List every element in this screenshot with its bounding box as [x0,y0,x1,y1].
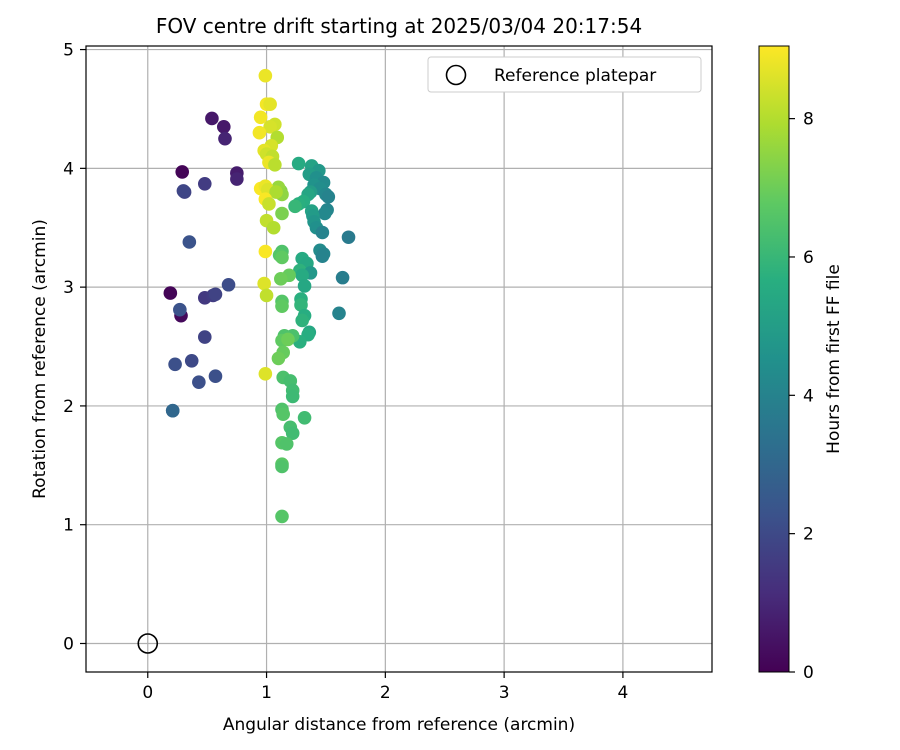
data-point [218,131,232,146]
scatter-points [163,68,356,524]
data-point [165,403,180,418]
data-point [168,357,182,372]
data-point [176,184,191,198]
reference-marker-group [137,633,159,654]
colorbar-tick-label: 6 [803,248,814,268]
data-point [208,287,223,302]
data-point [216,119,231,134]
data-point [208,369,223,384]
data-point [173,302,187,317]
y-tick-label: 2 [63,397,74,417]
data-point [288,199,302,214]
data-point [297,410,312,425]
y-axis-label: Rotation from reference (arcmin) [30,219,50,499]
data-point [263,119,277,134]
data-point [315,249,330,264]
legend-entry-label: Reference platepar [494,66,656,86]
data-point [279,437,294,451]
y-tick-label: 0 [63,634,74,654]
colorbar-tick-label: 0 [803,663,814,683]
data-point [275,250,289,265]
data-point [230,172,244,186]
y-axis-ticks: 0 1 2 3 4 5 [63,41,86,654]
data-point [253,110,268,125]
data-point [317,206,332,221]
data-point [275,206,289,221]
x-tick-label: 3 [499,683,510,703]
chart-title: FOV centre drift starting at 2025/03/04 … [156,14,642,38]
colorbar-tick-label: 2 [803,525,814,545]
data-point [258,367,273,381]
data-point [175,165,190,179]
data-point [285,389,300,404]
data-point [335,270,350,285]
legend-box [427,56,702,93]
colorbar-gradient [758,45,790,673]
y-tick-label: 3 [63,278,74,298]
data-point [315,225,330,240]
data-point [295,313,309,328]
data-point [275,299,289,313]
data-point [221,277,236,292]
colorbar-tick-label: 4 [803,386,814,406]
plot-frame [85,45,713,673]
colorbar-label: Hours from first FF file [824,264,844,454]
reference-marker [137,633,159,654]
legend: Reference platepar [427,56,702,93]
x-tick-label: 2 [380,683,391,703]
colorbar-tick-label: 8 [803,110,814,130]
data-point [192,375,206,389]
x-axis-ticks: 0 1 2 3 4 [142,672,628,703]
data-point [321,190,336,204]
data-point [263,97,277,112]
x-tick-label: 0 [142,683,153,703]
data-point [266,220,281,235]
data-point [297,279,312,293]
data-point [182,235,197,249]
data-point [258,244,273,259]
x-tick-label: 1 [261,683,272,703]
data-point [268,157,282,172]
data-point [197,330,212,344]
data-point [281,332,295,347]
x-tick-label: 4 [617,683,628,703]
data-point [275,459,289,474]
data-point [259,288,274,303]
x-axis-label: Angular distance from reference (arcmin) [223,715,575,735]
data-point [262,197,276,211]
data-point [252,125,267,140]
data-point [341,230,356,245]
data-point [285,426,300,441]
data-point [197,176,212,191]
colorbar-ticks: 0 2 4 6 8 [789,110,814,683]
data-point [275,509,289,524]
data-point [163,286,178,300]
data-point [257,276,271,291]
gridlines [86,46,712,672]
data-point [269,185,283,199]
data-point [276,407,290,422]
data-point [294,298,308,312]
colorbar: 0 2 4 6 8 Hours from first FF file [758,45,844,683]
y-tick-label: 4 [63,159,74,179]
data-point [274,272,288,286]
data-point [332,306,346,321]
legend-marker [445,64,467,86]
data-point [205,111,219,126]
data-point [291,156,306,171]
y-tick-label: 1 [63,516,74,536]
data-point [295,268,309,283]
data-point [271,351,286,366]
data-point [258,68,273,83]
data-point [184,353,199,368]
y-tick-label: 5 [63,41,74,61]
